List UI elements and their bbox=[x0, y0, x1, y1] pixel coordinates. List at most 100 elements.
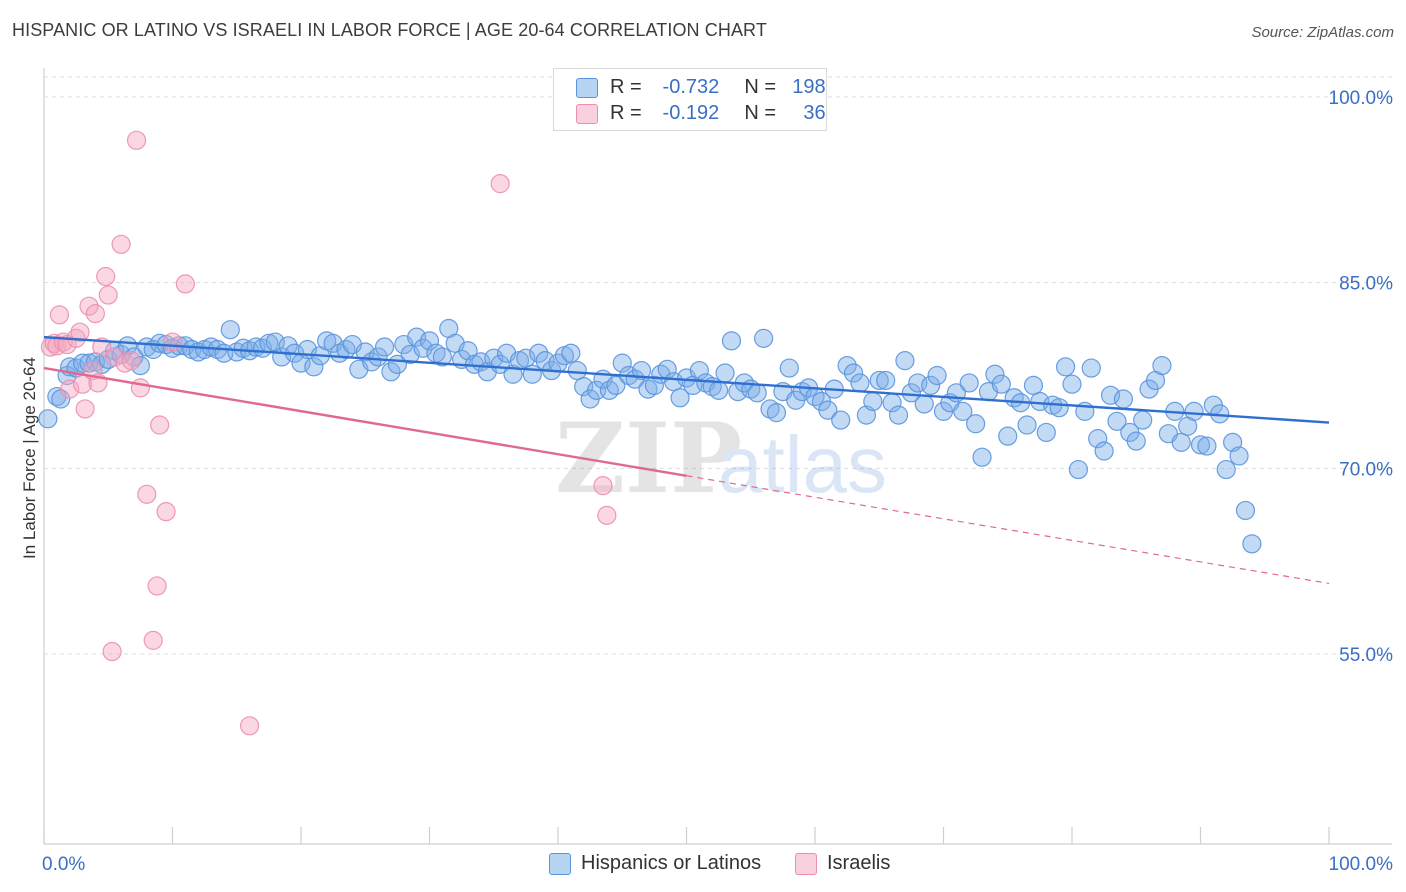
israelis-point bbox=[70, 322, 90, 342]
bottom-legend-label-israelis: Israelis bbox=[827, 852, 891, 874]
legend-r-value: -0.192 bbox=[662, 102, 720, 124]
bottom-legend-label-hispanics: Hispanics or Latinos bbox=[581, 852, 762, 874]
hispanics-point bbox=[278, 336, 298, 356]
y-tick-labels: 100.0% 85.0% 70.0% 55.0% bbox=[1329, 88, 1394, 666]
chart-title: HISPANIC OR LATINO VS ISRAELI IN LABOR F… bbox=[12, 20, 767, 40]
hispanics-point bbox=[766, 403, 787, 423]
trend-lines bbox=[43, 335, 1330, 585]
hispanics-point bbox=[631, 360, 652, 381]
israelis-trend-line bbox=[43, 366, 687, 477]
hispanics-point bbox=[413, 338, 433, 358]
hispanics-point bbox=[721, 331, 742, 351]
hispanics-point bbox=[529, 343, 549, 363]
hispanics-point bbox=[888, 405, 909, 425]
hispanics-point bbox=[921, 375, 941, 396]
legend-n-value: 36 bbox=[803, 102, 826, 124]
hispanics-point bbox=[381, 362, 401, 382]
hispanics-point bbox=[606, 375, 626, 396]
hispanics-point bbox=[1113, 389, 1134, 409]
hispanics-point bbox=[715, 363, 735, 383]
israelis-point bbox=[143, 630, 163, 650]
hispanics-point bbox=[336, 339, 356, 360]
israelis-point bbox=[597, 505, 617, 525]
hispanics-point bbox=[374, 337, 395, 357]
legend-r-label: R = bbox=[610, 102, 642, 124]
hispanics-point bbox=[901, 383, 921, 403]
hispanics-point bbox=[837, 355, 857, 376]
hispanics-point bbox=[368, 347, 388, 367]
israelis-point bbox=[92, 337, 112, 357]
hispanics-point bbox=[1055, 357, 1076, 377]
hispanics-point bbox=[612, 353, 632, 373]
hispanics-point bbox=[972, 447, 992, 467]
hispanics-point bbox=[747, 383, 767, 403]
israelis-point bbox=[98, 285, 118, 305]
hispanics-point bbox=[1190, 435, 1211, 455]
hispanics-point bbox=[1197, 436, 1217, 456]
israelis-point bbox=[121, 351, 141, 371]
watermark: ZIP atlas bbox=[555, 402, 887, 515]
hispanics-point bbox=[843, 363, 864, 383]
legend-r-label: R = bbox=[610, 76, 642, 98]
israelis-point bbox=[490, 174, 510, 194]
hispanics-point bbox=[1088, 429, 1108, 449]
israelis-point bbox=[240, 716, 260, 736]
hispanics-point bbox=[38, 409, 58, 429]
legend-swatch-hispanics bbox=[576, 78, 598, 98]
legend-swatch-israelis bbox=[576, 104, 598, 124]
israelis-point bbox=[130, 378, 150, 398]
hispanics-point bbox=[753, 328, 774, 348]
hispanics-point bbox=[895, 351, 915, 371]
hispanics-point bbox=[407, 327, 427, 347]
hispanics-point bbox=[561, 343, 581, 363]
y-tick-label: 55.0% bbox=[1339, 645, 1393, 666]
israelis-point bbox=[150, 415, 170, 435]
legend-r-value: -0.732 bbox=[662, 76, 720, 98]
hispanics-point bbox=[709, 380, 729, 400]
legend-n-label: N = bbox=[744, 102, 777, 124]
hispanics-point bbox=[419, 331, 440, 351]
hispanics-trend-line bbox=[43, 335, 1330, 424]
hispanics-point bbox=[644, 375, 664, 396]
hispanics-point bbox=[1133, 410, 1153, 430]
hispanics-point bbox=[779, 358, 799, 378]
hispanics-point bbox=[1068, 459, 1089, 480]
hispanics-point bbox=[220, 320, 240, 340]
israelis-point bbox=[147, 576, 167, 596]
hispanics-point bbox=[304, 357, 324, 377]
hispanics-point bbox=[1030, 391, 1050, 412]
hispanics-point bbox=[953, 401, 973, 421]
series-israelis-points bbox=[40, 130, 617, 736]
hispanics-point bbox=[432, 347, 452, 367]
hispanics-point bbox=[1094, 441, 1114, 461]
israelis-point bbox=[175, 274, 195, 294]
hispanics-point bbox=[850, 373, 870, 393]
hispanics-point bbox=[1017, 415, 1037, 435]
hispanics-point bbox=[831, 410, 851, 430]
israelis-point bbox=[96, 266, 116, 287]
hispanics-point bbox=[876, 370, 896, 391]
hispanics-point bbox=[985, 364, 1005, 384]
israelis-point bbox=[60, 379, 80, 399]
israelis-point bbox=[111, 234, 131, 254]
y-tick-label: 100.0% bbox=[1329, 88, 1394, 109]
hispanics-point bbox=[355, 342, 375, 362]
hispanics-point bbox=[574, 377, 594, 397]
y-tick-label: 85.0% bbox=[1339, 274, 1393, 295]
hispanics-point bbox=[1036, 422, 1056, 443]
israelis-point bbox=[137, 484, 157, 504]
hispanics-point bbox=[1062, 374, 1082, 394]
watermark-atlas: atlas bbox=[718, 420, 887, 509]
y-tick-label: 70.0% bbox=[1339, 459, 1393, 480]
legend-n-value: 198 bbox=[792, 76, 826, 98]
hispanics-point bbox=[599, 380, 620, 400]
hispanics-point bbox=[1107, 411, 1127, 431]
hispanics-point bbox=[959, 373, 979, 393]
hispanics-point bbox=[1081, 358, 1101, 378]
hispanics-point bbox=[1235, 500, 1256, 521]
hispanics-point bbox=[927, 365, 947, 386]
y-axis-label: In Labor Force | Age 20-64 bbox=[20, 357, 39, 559]
israelis-point bbox=[593, 476, 613, 496]
hispanics-point bbox=[1242, 534, 1262, 554]
source-label: Source: ZipAtlas.com bbox=[1251, 24, 1394, 41]
